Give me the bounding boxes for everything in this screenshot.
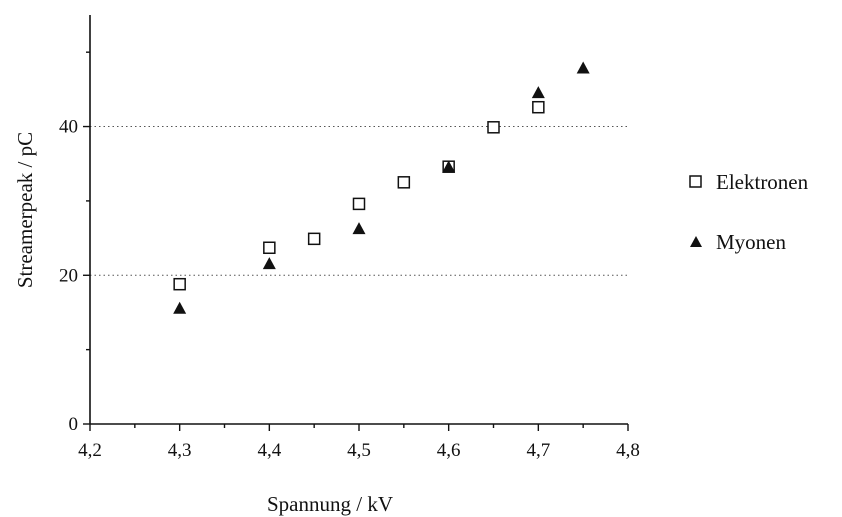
- elektronen-point: [352, 197, 366, 211]
- x-axis-title: Spannung / kV: [267, 492, 393, 516]
- myonen-point: [352, 222, 366, 235]
- elektronen-point: [307, 232, 321, 246]
- elektronen-point: [487, 121, 500, 134]
- myonen-point: [531, 86, 545, 99]
- ticks: 0 20 40 4,2 4,3 4,4 4,5 4,6 4,7 4,8: [59, 51, 640, 461]
- myonen-point: [262, 257, 276, 270]
- myonen-point: [576, 61, 590, 74]
- x-tick-label: 4,3: [168, 440, 192, 461]
- legend-marker-myonen: [690, 236, 702, 247]
- elektronen-point: [263, 241, 276, 255]
- axes: [89, 15, 628, 425]
- elektronen-point: [532, 100, 545, 114]
- x-tick-label: 4,5: [347, 440, 371, 461]
- legend-label-elektronen: Elektronen: [716, 170, 809, 194]
- y-tick-label: 20: [59, 265, 78, 286]
- y-tick-label: 0: [69, 414, 79, 435]
- myonen-point: [173, 301, 187, 314]
- y-axis-title: Streamerpeak / pC: [13, 132, 37, 288]
- x-tick-label: 4,6: [437, 440, 461, 461]
- elektronen-point: [173, 277, 186, 291]
- elektronen-point: [397, 176, 411, 189]
- data-marks: [173, 61, 590, 314]
- x-tick-label: 4,4: [257, 440, 281, 461]
- x-tick-label: 4,8: [616, 440, 640, 461]
- y-tick-label: 40: [59, 117, 78, 138]
- legend-label-myonen: Myonen: [716, 230, 786, 254]
- legend: Elektronen Myonen: [689, 170, 809, 254]
- legend-marker-elektronen: [689, 175, 702, 188]
- x-tick-label: 4,7: [526, 440, 550, 461]
- myonen-point: [442, 160, 456, 173]
- x-tick-label: 4,2: [78, 440, 102, 461]
